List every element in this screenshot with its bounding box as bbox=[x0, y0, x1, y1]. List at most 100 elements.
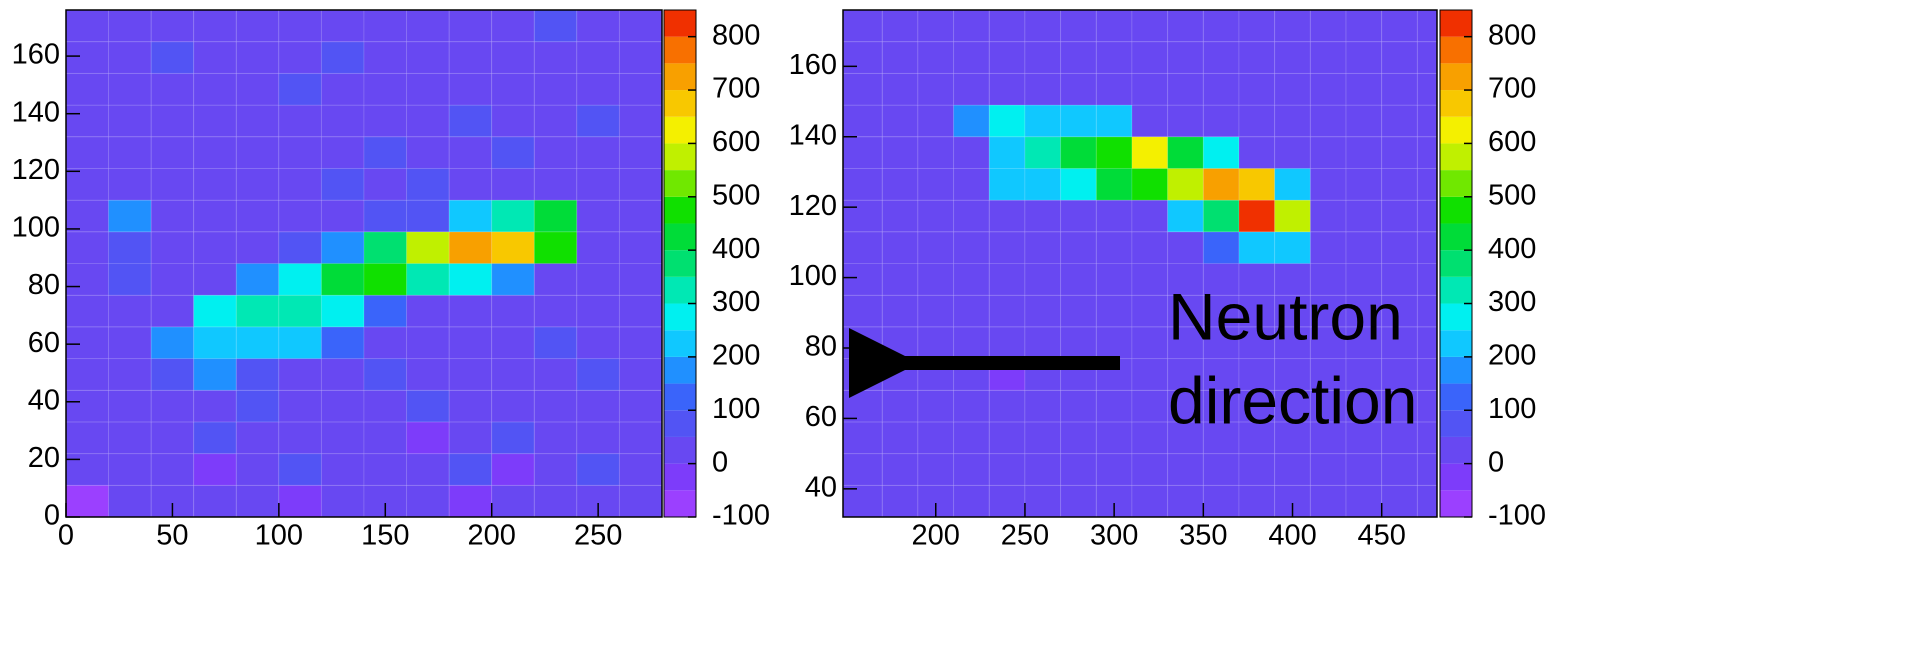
cell bbox=[235, 10, 280, 43]
cell bbox=[448, 453, 493, 486]
cell bbox=[320, 199, 365, 233]
cell bbox=[917, 484, 955, 517]
cell bbox=[1274, 294, 1311, 328]
cell bbox=[1060, 453, 1097, 486]
cell bbox=[1024, 104, 1062, 138]
cell bbox=[278, 326, 322, 360]
cell bbox=[406, 389, 450, 423]
cell bbox=[533, 389, 578, 423]
colorbar-band bbox=[1440, 170, 1472, 197]
colorbar-tick-label: -100 bbox=[712, 500, 770, 532]
cell bbox=[66, 136, 110, 169]
x-tick-label: 50 bbox=[156, 520, 188, 552]
cell bbox=[1309, 199, 1347, 233]
cell bbox=[363, 453, 408, 486]
cell bbox=[278, 10, 322, 43]
cell bbox=[881, 326, 919, 360]
colorbar-tick-label: 300 bbox=[712, 286, 760, 318]
cell bbox=[988, 41, 1026, 74]
cell bbox=[320, 167, 365, 201]
cell bbox=[1060, 294, 1097, 328]
cell bbox=[1024, 484, 1062, 517]
heatmap bbox=[843, 10, 1437, 517]
cell bbox=[108, 10, 152, 43]
cell bbox=[491, 167, 535, 201]
cell bbox=[1274, 199, 1311, 233]
cell bbox=[150, 389, 195, 423]
cell bbox=[618, 389, 662, 423]
cell bbox=[1095, 136, 1133, 169]
cell bbox=[618, 421, 662, 455]
cell bbox=[235, 104, 280, 138]
cell bbox=[953, 484, 990, 517]
cell bbox=[278, 199, 322, 233]
cell bbox=[320, 263, 365, 296]
colorbar-tick-label: 100 bbox=[712, 393, 760, 425]
colorbar-band bbox=[664, 383, 696, 411]
cell bbox=[235, 294, 280, 328]
cell bbox=[108, 453, 152, 486]
cell bbox=[1167, 41, 1204, 74]
cell bbox=[235, 453, 280, 486]
cell bbox=[363, 10, 408, 43]
cell bbox=[1131, 453, 1169, 486]
cell bbox=[1095, 421, 1133, 455]
cell bbox=[320, 231, 365, 264]
cell bbox=[1345, 72, 1383, 106]
cell bbox=[66, 10, 110, 43]
colorbar-band bbox=[664, 356, 696, 384]
cell bbox=[881, 199, 919, 233]
cell bbox=[1167, 136, 1204, 169]
cell bbox=[881, 453, 919, 486]
cell bbox=[1202, 104, 1240, 138]
cell bbox=[406, 263, 450, 296]
cell bbox=[320, 389, 365, 423]
cell bbox=[843, 453, 883, 486]
cell bbox=[1416, 72, 1437, 106]
cell bbox=[881, 104, 919, 138]
cell bbox=[1202, 453, 1240, 486]
cell bbox=[406, 453, 450, 486]
cell bbox=[1024, 10, 1062, 43]
cell bbox=[235, 199, 280, 233]
cell bbox=[320, 358, 365, 391]
cell bbox=[881, 263, 919, 296]
cell bbox=[320, 484, 365, 517]
cell bbox=[150, 136, 195, 169]
cell bbox=[1202, 294, 1240, 328]
cell bbox=[988, 199, 1026, 233]
cell bbox=[1060, 389, 1097, 423]
cell bbox=[448, 72, 493, 106]
cell bbox=[363, 389, 408, 423]
cell bbox=[988, 453, 1026, 486]
cell bbox=[1167, 453, 1204, 486]
cell bbox=[953, 136, 990, 169]
cell bbox=[533, 10, 578, 43]
cell bbox=[1309, 72, 1347, 106]
cell bbox=[953, 41, 990, 74]
cell bbox=[278, 421, 322, 455]
cell bbox=[576, 389, 620, 423]
cell bbox=[1238, 41, 1276, 74]
cell bbox=[235, 263, 280, 296]
cell bbox=[881, 41, 919, 74]
cell bbox=[1309, 484, 1347, 517]
cell bbox=[1345, 484, 1383, 517]
colorbar-band bbox=[664, 143, 696, 171]
cell bbox=[533, 41, 578, 74]
cell bbox=[1024, 72, 1062, 106]
cell bbox=[533, 263, 578, 296]
y-tick-label: 120 bbox=[789, 190, 837, 222]
cell bbox=[576, 453, 620, 486]
cell bbox=[320, 136, 365, 169]
cell bbox=[881, 136, 919, 169]
y-tick-label: 160 bbox=[789, 49, 837, 81]
cell bbox=[988, 167, 1026, 201]
cell bbox=[953, 421, 990, 455]
cell bbox=[576, 104, 620, 138]
cell bbox=[988, 136, 1026, 169]
y-tick-label: 140 bbox=[789, 119, 837, 151]
cell bbox=[448, 10, 493, 43]
y-tick-label: 160 bbox=[12, 39, 60, 71]
y-tick-label: 80 bbox=[805, 331, 837, 363]
